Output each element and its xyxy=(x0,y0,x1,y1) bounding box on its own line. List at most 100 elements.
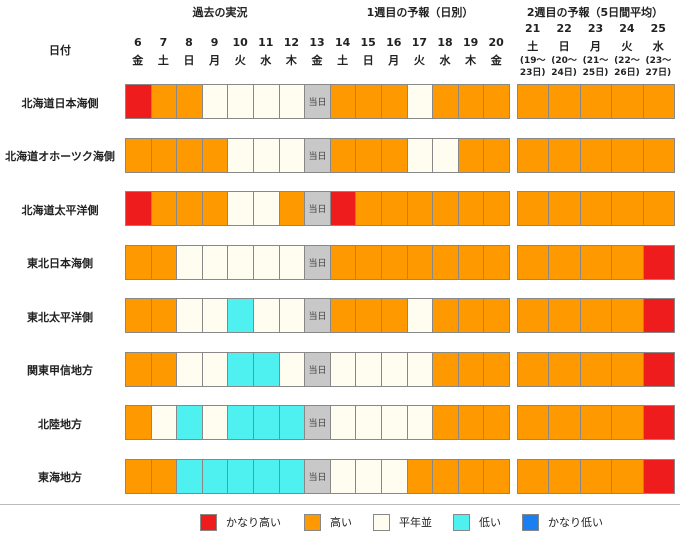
day-range-22: (20〜 24日) xyxy=(551,56,577,78)
region-label-3: 東北日本海側 xyxy=(27,257,93,270)
cell-4-19 xyxy=(457,298,485,333)
cell-5-13: 当日 xyxy=(304,351,331,387)
today-label: 当日 xyxy=(308,312,327,322)
cell-3-8 xyxy=(176,244,203,280)
cell-0-24 xyxy=(611,84,644,119)
legend-item-very-high: かなり高い xyxy=(200,513,281,531)
cell-6-20 xyxy=(483,405,510,440)
cell-4-17 xyxy=(406,298,434,333)
cell-3-14 xyxy=(329,244,357,280)
cell-7-25 xyxy=(642,458,675,494)
cell-4-14 xyxy=(329,298,357,333)
today-label: 当日 xyxy=(308,98,327,108)
cell-0-14 xyxy=(329,84,357,119)
cell-1-21 xyxy=(517,137,550,173)
cell-5-9 xyxy=(201,351,229,387)
day-weekday-8: 日 xyxy=(183,54,195,67)
cell-7-8 xyxy=(176,458,203,494)
cell-0-11 xyxy=(253,84,280,119)
cell-6-12 xyxy=(278,405,306,440)
cell-7-7 xyxy=(150,458,178,494)
legend-item-normal: 平年並 xyxy=(373,513,432,531)
today-label: 当日 xyxy=(308,258,327,269)
cell-5-14 xyxy=(329,351,357,387)
region-label-4: 東北太平洋側 xyxy=(27,310,93,324)
day-weekday-17: 火 xyxy=(413,54,425,67)
cell-6-13: 当日 xyxy=(304,405,331,440)
cell-2-20 xyxy=(483,191,510,226)
cell-6-10 xyxy=(227,405,254,440)
cell-5-12 xyxy=(278,351,306,387)
cell-3-23 xyxy=(579,244,613,280)
day-weekday-21: 土 xyxy=(527,40,539,53)
day-number-18: 18 xyxy=(437,36,453,49)
cell-3-7 xyxy=(150,244,178,280)
day-number-25: 25 xyxy=(650,22,666,35)
day-number-19: 19 xyxy=(462,36,479,49)
section-header-week2: 2週目の予報（5日間平均） xyxy=(526,6,664,19)
day-number-21: 21 xyxy=(525,22,541,35)
legend-swatch-high xyxy=(304,513,321,531)
cell-0-21 xyxy=(517,84,550,119)
cell-3-13: 当日 xyxy=(304,244,331,280)
day-number-11: 11 xyxy=(258,36,274,49)
cell-4-16 xyxy=(381,298,408,333)
cell-3-15 xyxy=(355,244,382,280)
legend-label-normal: 平年並 xyxy=(399,516,432,529)
cell-1-19 xyxy=(457,137,485,173)
cell-2-18 xyxy=(432,191,459,226)
cell-2-21 xyxy=(517,191,550,226)
cell-6-9 xyxy=(201,405,229,440)
day-number-15: 15 xyxy=(360,36,376,49)
cell-7-9 xyxy=(201,458,229,494)
cell-5-25 xyxy=(642,351,675,387)
region-label-2: 北海道太平洋側 xyxy=(21,203,99,217)
cell-0-17 xyxy=(406,84,434,119)
day-range-21: (19〜 23日) xyxy=(519,56,546,78)
cell-0-6 xyxy=(125,84,152,119)
cell-7-18 xyxy=(432,458,459,494)
day-number-8: 8 xyxy=(185,36,193,49)
today-label: 当日 xyxy=(308,151,327,162)
cell-1-15 xyxy=(355,137,382,173)
legend-item-high: 高い xyxy=(304,513,352,531)
cell-2-7 xyxy=(150,191,178,226)
day-weekday-16: 月 xyxy=(388,54,400,67)
cell-2-11 xyxy=(253,191,280,226)
cell-2-12 xyxy=(278,191,306,226)
day-number-22: 22 xyxy=(556,22,572,35)
day-weekday-12: 木 xyxy=(285,54,297,67)
legend-swatch-very-high xyxy=(200,513,217,531)
cell-3-17 xyxy=(406,244,434,280)
cell-0-9 xyxy=(201,84,229,119)
cell-5-23 xyxy=(579,351,613,387)
cell-0-8 xyxy=(176,84,203,119)
cell-4-9 xyxy=(201,298,229,333)
legend-label-very-low: かなり低い xyxy=(548,516,603,529)
day-number-20: 20 xyxy=(488,36,504,49)
day-weekday-24: 火 xyxy=(621,40,633,53)
cell-4-24 xyxy=(611,298,644,333)
day-weekday-18: 水 xyxy=(439,54,451,67)
cell-0-7 xyxy=(150,84,178,119)
cell-6-15 xyxy=(355,405,382,440)
region-label-7: 東海地方 xyxy=(38,471,82,484)
day-weekday-13: 金 xyxy=(311,54,323,67)
day-number-14: 14 xyxy=(334,36,351,49)
cell-2-24 xyxy=(611,191,644,226)
cell-2-23 xyxy=(579,191,613,226)
today-label: 当日 xyxy=(308,205,327,215)
legend: かなり高い 高い 平年並 低い かなり低い xyxy=(0,508,680,534)
day-weekday-19: 木 xyxy=(465,54,477,67)
cell-6-22 xyxy=(548,405,581,440)
region-label-6: 北陸地方 xyxy=(38,417,82,431)
day-weekday-11: 水 xyxy=(260,54,272,67)
cell-1-25 xyxy=(642,137,675,173)
cell-5-11 xyxy=(253,351,280,387)
day-number-7: 7 xyxy=(159,36,168,49)
cell-5-10 xyxy=(227,351,254,387)
legend-item-very-low: かなり低い xyxy=(522,513,603,531)
cell-3-22 xyxy=(548,244,581,280)
cell-0-20 xyxy=(483,84,510,119)
cell-6-14 xyxy=(329,405,357,440)
